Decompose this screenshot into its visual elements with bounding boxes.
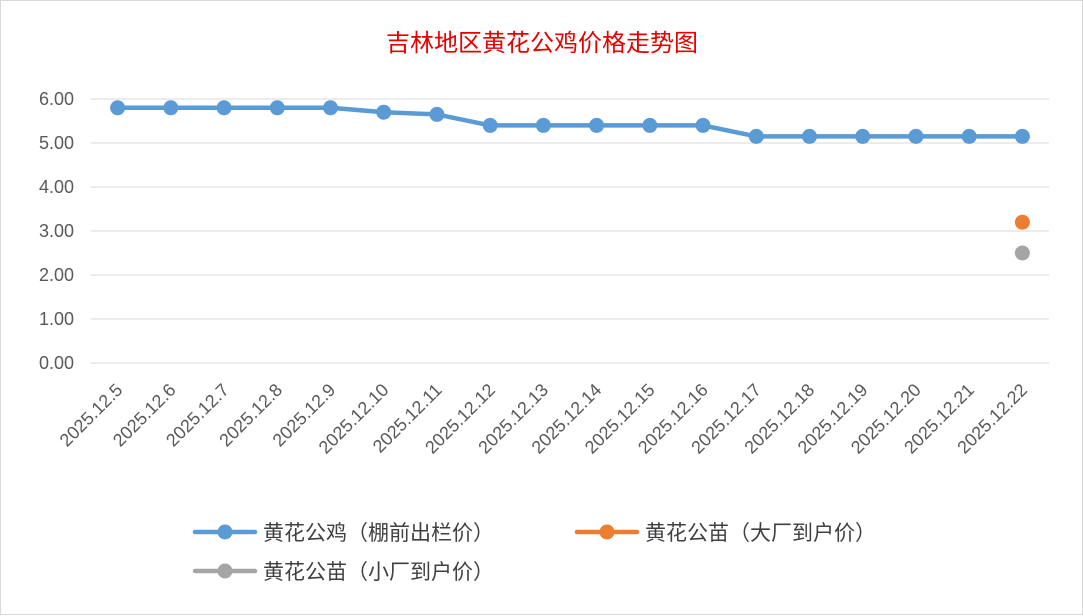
- data-point: [1014, 245, 1030, 261]
- data-point: [323, 100, 338, 116]
- data-point: [802, 128, 817, 144]
- legend-label: 黄花公鸡（棚前出栏价）: [263, 521, 494, 545]
- legend-swatch-marker: [599, 524, 615, 540]
- gridlines: [91, 98, 1049, 364]
- legend-label: 黄花公苗（小厂到户价）: [263, 560, 494, 584]
- data-point: [376, 104, 392, 120]
- legend-item[interactable]: 黄花公鸡（棚前出栏价）: [192, 521, 494, 545]
- data-point: [1014, 128, 1030, 144]
- data-point: [482, 117, 498, 133]
- legend-swatch-marker: [217, 524, 233, 540]
- data-point: [642, 117, 658, 133]
- y-tick-label: 4.00: [39, 177, 74, 197]
- series-2: [1014, 214, 1030, 230]
- legend: 黄花公鸡（棚前出栏价） 黄花公苗（大厂到户价） 黄花公苗（小厂到户价）: [192, 521, 876, 584]
- series-1: [110, 100, 1030, 144]
- data-point: [110, 100, 126, 116]
- y-tick-label: 0.00: [39, 353, 74, 373]
- legend-item[interactable]: 黄花公苗（小厂到户价）: [192, 560, 494, 584]
- y-tick-label: 1.00: [39, 309, 74, 329]
- data-point: [589, 117, 605, 133]
- data-point: [163, 100, 179, 116]
- data-point: [748, 128, 764, 144]
- legend-label: 黄花公苗（大厂到户价）: [645, 521, 876, 545]
- series-layer: [110, 100, 1030, 261]
- y-axis-tick-labels: 0.00 1.00 2.00 3.00 4.00 5.00 6.00: [39, 89, 74, 373]
- data-point: [695, 117, 711, 133]
- data-point: [429, 106, 445, 122]
- y-tick-label: 5.00: [39, 133, 74, 153]
- y-tick-label: 6.00: [39, 89, 74, 109]
- data-point: [1014, 214, 1030, 230]
- data-point: [908, 128, 924, 144]
- data-point: [855, 128, 871, 144]
- y-tick-label: 3.00: [39, 221, 74, 241]
- series-line: [115, 105, 1025, 139]
- data-point: [216, 100, 232, 116]
- data-point: [269, 100, 285, 116]
- x-axis-tick-labels: 2025.12.52025.12.62025.12.72025.12.82025…: [56, 380, 1032, 458]
- data-point: [961, 128, 977, 144]
- series-3: [1014, 245, 1030, 261]
- legend-item[interactable]: 黄花公苗（大厂到户价）: [574, 521, 876, 545]
- chart-title: 吉林地区黄花公鸡价格走势图: [386, 29, 698, 57]
- legend-swatch-marker: [217, 563, 233, 579]
- y-tick-label: 2.00: [39, 265, 74, 285]
- data-point: [535, 117, 551, 133]
